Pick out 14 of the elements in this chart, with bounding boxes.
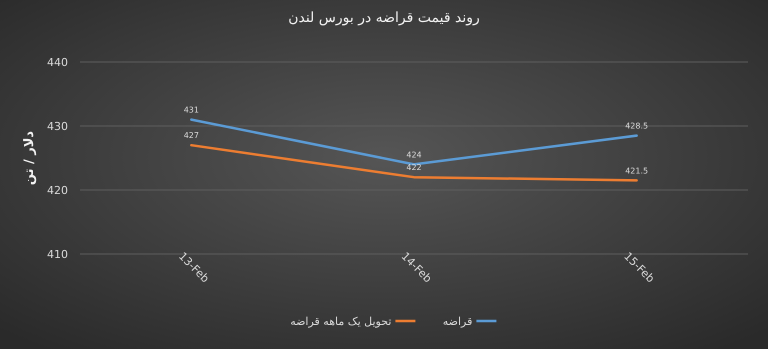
data-label: 424 (406, 150, 422, 160)
y-tick-label: 430 (47, 120, 68, 133)
data-label: 428.5 (625, 122, 648, 131)
chart-title: روند قیمت قراضه در بورس لندن (288, 10, 480, 26)
data-label: 427 (184, 131, 199, 140)
data-label: 431 (184, 106, 199, 115)
y-axis-title: دلار / تن (22, 130, 37, 186)
data-label: 421.5 (625, 166, 648, 176)
legend-label: تحویل یک ماهه قراضه (290, 315, 392, 328)
y-tick-label: 410 (47, 248, 68, 261)
y-tick-label: 420 (47, 184, 68, 197)
y-tick-label: 440 (47, 56, 68, 69)
data-label: 422 (406, 163, 422, 172)
legend-label: قراضه (442, 315, 472, 328)
